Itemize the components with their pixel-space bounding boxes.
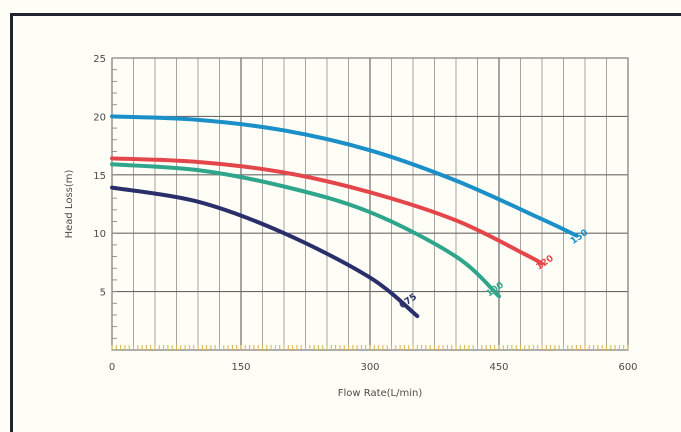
x-tick-label: 0: [109, 362, 115, 373]
series-line-100: [110, 162, 501, 299]
series-line-075: [110, 185, 420, 319]
series-label: 120: [535, 254, 556, 273]
series-layer: [110, 114, 579, 319]
y-tick-label: 25: [93, 54, 106, 65]
series-label: 150: [569, 228, 590, 247]
x-tick-label: 600: [618, 362, 637, 373]
y-tick-label: 10: [93, 229, 106, 240]
series-line-150: [110, 114, 579, 238]
y-tick-label: 15: [93, 171, 106, 182]
grid-layer: [112, 58, 628, 350]
frame-border-top: [10, 13, 681, 16]
series-line-120: [110, 156, 544, 266]
x-tick-label: 150: [231, 362, 250, 373]
axis-layer: 0 150 300 450 600 5 10 15 20 25: [93, 54, 637, 373]
x-tick-label: 300: [360, 362, 379, 373]
y-axis-label: Head Loss(m): [64, 170, 75, 239]
frame-border-left: [10, 13, 13, 432]
y-tick-label: 20: [93, 112, 106, 123]
x-tick-label: 450: [489, 362, 508, 373]
x-axis-label: Flow Rate(L/min): [338, 388, 423, 399]
y-tick-label: 5: [100, 288, 106, 299]
